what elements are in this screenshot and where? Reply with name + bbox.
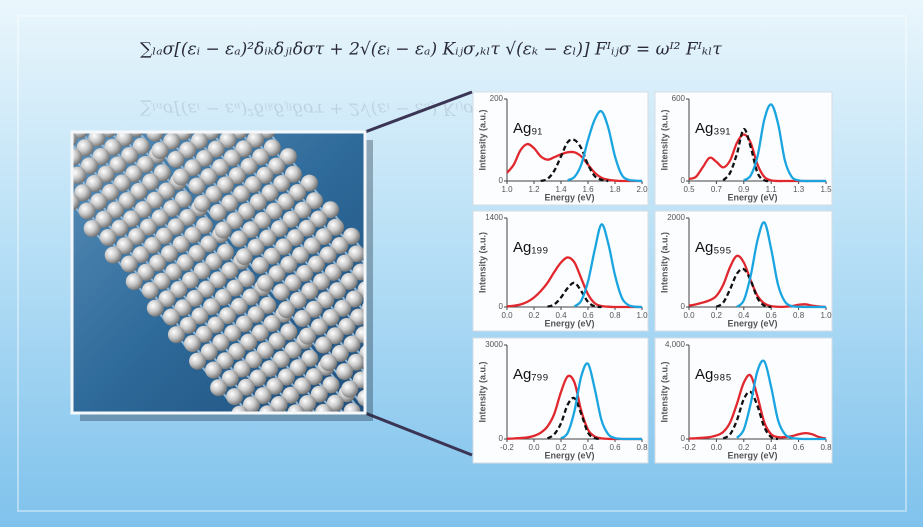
y-tick-label: 0 xyxy=(681,302,686,311)
y-tick-label: 2000 xyxy=(667,213,685,222)
y-tick-label: 200 xyxy=(490,94,504,103)
figure: ∑ₗₐσ[(εᵢ − εₐ)²δᵢₖδⱼₗδστ + 2√(εᵢ − εₐ) K… xyxy=(0,0,923,527)
formula: ∑ₗₐσ[(εᵢ − εₐ)²δᵢₖδⱼₗδστ + 2√(εᵢ − εₐ) K… xyxy=(140,40,722,60)
y-axis-label: Intensity (a.u.) xyxy=(659,361,669,422)
y-tick-label: 0 xyxy=(681,434,686,443)
atom xyxy=(100,229,117,246)
x-tick-label: 1.8 xyxy=(609,185,621,194)
atom xyxy=(294,310,311,327)
atom xyxy=(273,284,290,301)
x-axis-label: Energy (eV) xyxy=(544,318,594,328)
atom xyxy=(299,328,316,345)
x-tick-label: 1.0 xyxy=(501,185,513,194)
x-axis-label: Energy (eV) xyxy=(727,192,777,202)
atom xyxy=(315,337,332,354)
chart-label: Ag₉₈₅ xyxy=(695,366,732,383)
x-tick-label: 0.8 xyxy=(636,443,648,452)
atom xyxy=(210,379,227,396)
atom xyxy=(79,202,96,219)
atom xyxy=(189,353,206,370)
y-axis-label: Intensity (a.u.) xyxy=(477,361,487,422)
atom xyxy=(341,381,358,398)
y-axis-label: Intensity (a.u.) xyxy=(477,232,487,293)
atom xyxy=(142,282,159,299)
y-tick-label: 1400 xyxy=(485,213,503,222)
x-tick-label: 2.0 xyxy=(636,185,648,194)
atom xyxy=(189,177,206,194)
y-tick-label: 3000 xyxy=(485,340,503,349)
atom xyxy=(215,222,232,239)
y-tick-label: 0 xyxy=(499,434,504,443)
atom xyxy=(336,363,353,380)
x-tick-label: 0.8 xyxy=(609,311,621,320)
y-tick-label: 0 xyxy=(499,176,504,185)
chart-label: Ag₃₉₁ xyxy=(695,120,730,137)
atom xyxy=(184,335,201,352)
x-axis-label: Energy (eV) xyxy=(727,318,777,328)
atom xyxy=(278,301,295,318)
atom xyxy=(320,354,337,371)
atom xyxy=(167,151,184,168)
atom xyxy=(147,300,164,317)
atom xyxy=(121,255,138,272)
atom xyxy=(168,326,185,343)
atom xyxy=(105,247,122,264)
atom xyxy=(126,273,143,290)
x-tick-label: 0.0 xyxy=(683,311,695,320)
y-tick-label: 0 xyxy=(499,302,504,311)
x-tick-label: 1.5 xyxy=(820,185,832,194)
x-tick-label: 1.0 xyxy=(636,311,648,320)
x-tick-label: 0.6 xyxy=(793,443,805,452)
x-tick-label: 1.2 xyxy=(528,185,540,194)
x-tick-label: 0.5 xyxy=(683,185,695,194)
y-axis-label: Intensity (a.u.) xyxy=(659,109,669,170)
chart-panel: 1.01.21.41.61.82.00200Energy (eV)Intensi… xyxy=(473,92,648,205)
x-axis-label: Energy (eV) xyxy=(544,192,594,202)
x-tick-label: 1.3 xyxy=(793,185,805,194)
x-axis-label: Energy (eV) xyxy=(727,450,777,460)
x-tick-label: 0.0 xyxy=(528,443,540,452)
x-tick-label: 0.6 xyxy=(609,443,621,452)
chart-panel: 0.00.20.40.60.81.002000Energy (eV)Intens… xyxy=(655,211,832,331)
x-tick-label: 0.2 xyxy=(711,311,723,320)
y-tick-label: 0 xyxy=(681,176,686,185)
atom xyxy=(151,142,168,159)
x-tick-label: 0.0 xyxy=(711,443,723,452)
chart-label: Ag₁₉₉ xyxy=(513,239,548,256)
atom xyxy=(231,230,248,247)
y-tick-label: 4,000 xyxy=(665,340,686,349)
x-axis-label: Energy (eV) xyxy=(544,450,594,460)
atom xyxy=(205,362,222,379)
x-tick-label: 0.7 xyxy=(711,185,723,194)
atom xyxy=(84,220,101,237)
atom xyxy=(236,248,253,265)
atom xyxy=(226,388,243,405)
chart-label: Ag₉₁ xyxy=(513,120,542,137)
x-tick-label: 0.0 xyxy=(501,311,513,320)
atom xyxy=(257,275,274,292)
y-axis-label: Intensity (a.u.) xyxy=(477,109,487,170)
x-tick-label: 0.8 xyxy=(820,443,832,452)
x-tick-label: -0.2 xyxy=(500,443,514,452)
chart-panel: 0.00.20.40.60.81.001400Energy (eV)Intens… xyxy=(473,211,648,331)
x-tick-label: -0.2 xyxy=(682,443,696,452)
y-axis-label: Intensity (a.u.) xyxy=(659,232,669,293)
chart-label: Ag₅₉₅ xyxy=(695,239,731,256)
x-tick-label: 0.8 xyxy=(793,311,805,320)
atom xyxy=(194,195,211,212)
y-tick-label: 600 xyxy=(672,94,686,103)
atom xyxy=(252,257,269,274)
atom xyxy=(210,204,227,221)
chart-panel: -0.20.00.20.40.60.803000Energy (eV)Inten… xyxy=(473,338,648,463)
chart-label: Ag₇₉₉ xyxy=(513,366,548,383)
atom xyxy=(163,309,180,326)
x-tick-label: 0.2 xyxy=(528,311,540,320)
x-tick-label: 1.0 xyxy=(820,311,832,320)
atom xyxy=(173,169,190,186)
